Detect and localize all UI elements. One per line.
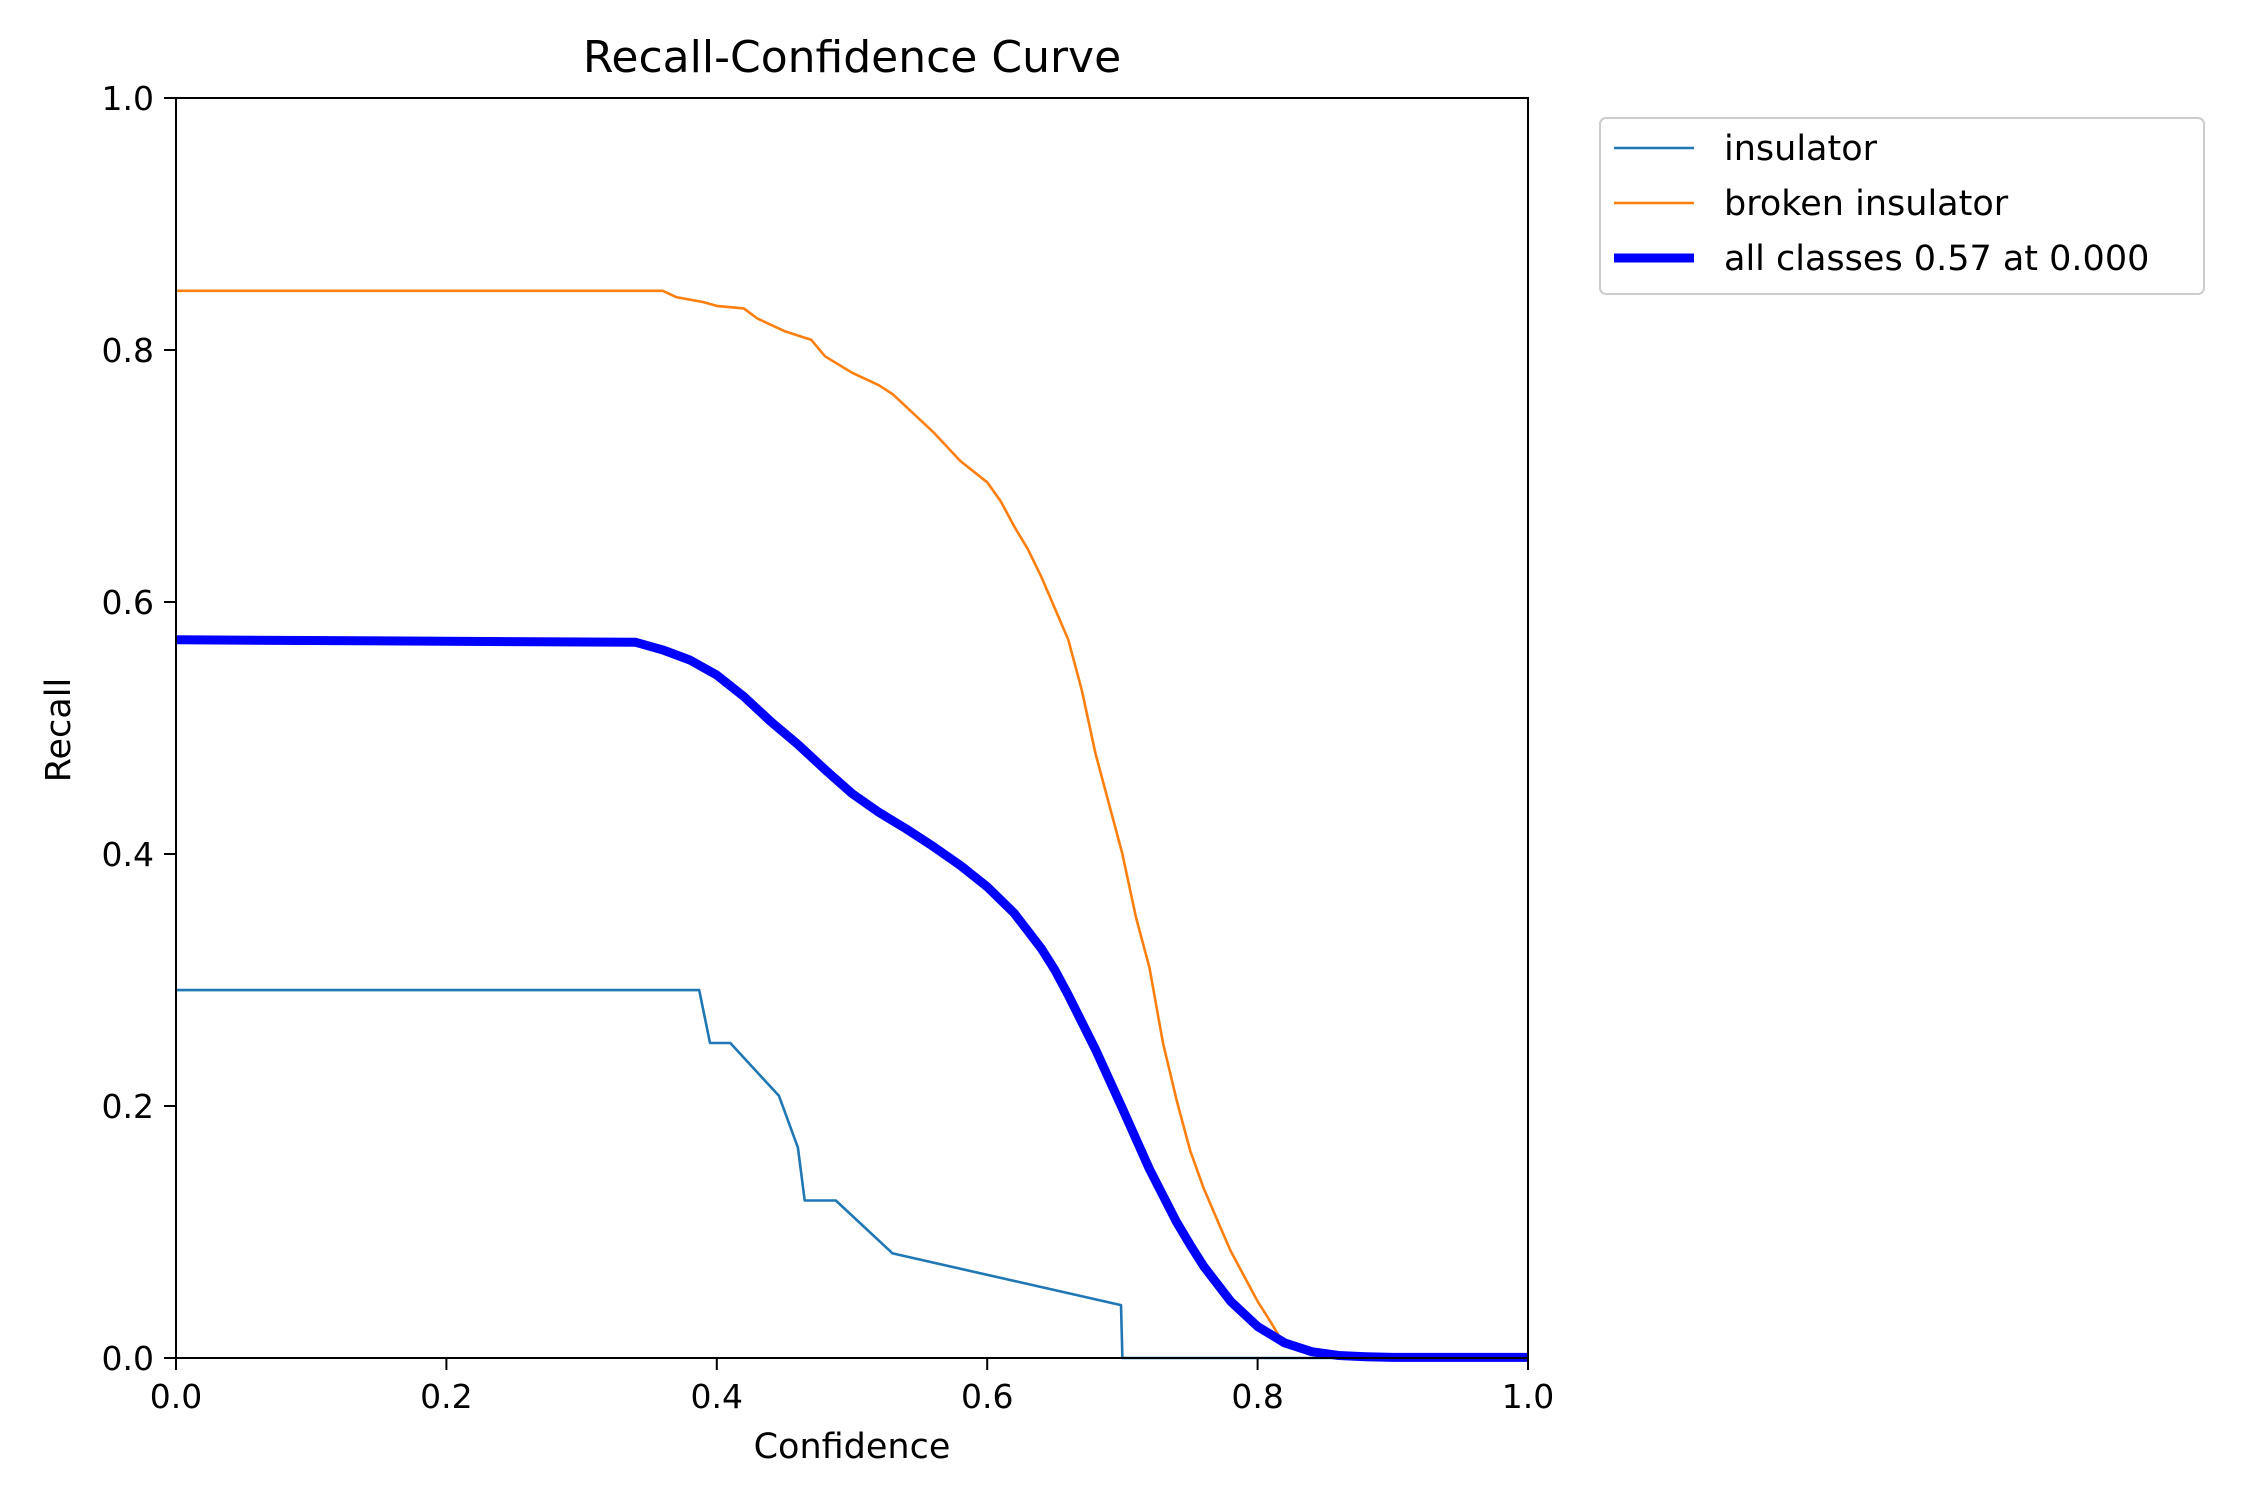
series-line-2	[176, 289, 1286, 1347]
x-tick-label: 0.8	[1231, 1377, 1283, 1416]
y-tick-label: 0.2	[102, 1087, 154, 1126]
y-tick-label: 0.8	[102, 331, 154, 370]
legend-box	[1599, 117, 2205, 295]
plot-frame	[175, 97, 1529, 1359]
legend-label-2: broken insulator	[1724, 184, 2009, 224]
axis-layer: 0.0 0.2 0.4 0.6 0.8 1.0 0.0 0.2 0.4 0.6 0.8 1.0	[102, 79, 1555, 1416]
y-tick-label: 1.0	[102, 79, 154, 118]
x-tick-label: 0.2	[420, 1377, 472, 1416]
x-axis-label: Confidence	[754, 1427, 951, 1467]
legend-label-1: insulator	[1724, 129, 1878, 169]
series-line-3	[175, 635, 1528, 1362]
legend-label-3: all classes 0.57 at 0.000	[1724, 239, 2149, 279]
series-layer	[175, 289, 1528, 1362]
y-tick-label: 0.6	[102, 583, 154, 622]
y-tick-label: 0.4	[102, 835, 154, 874]
legend-items: insulator broken insulator all classes 0.5…	[1614, 129, 2149, 279]
x-tick-label: 0.4	[691, 1377, 743, 1416]
y-axis-label: Recall	[39, 678, 79, 782]
x-tick-label: 0.6	[961, 1377, 1013, 1416]
legend: insulator broken insulator all classes 0.5…	[1599, 117, 2205, 295]
chart-title: Recall-Confidence Curve	[583, 32, 1121, 83]
series-line-1	[176, 988, 1528, 1360]
y-tick-label: 0.0	[102, 1339, 154, 1378]
x-tick-label: 0.0	[150, 1377, 202, 1416]
x-tick-label: 1.0	[1502, 1377, 1554, 1416]
